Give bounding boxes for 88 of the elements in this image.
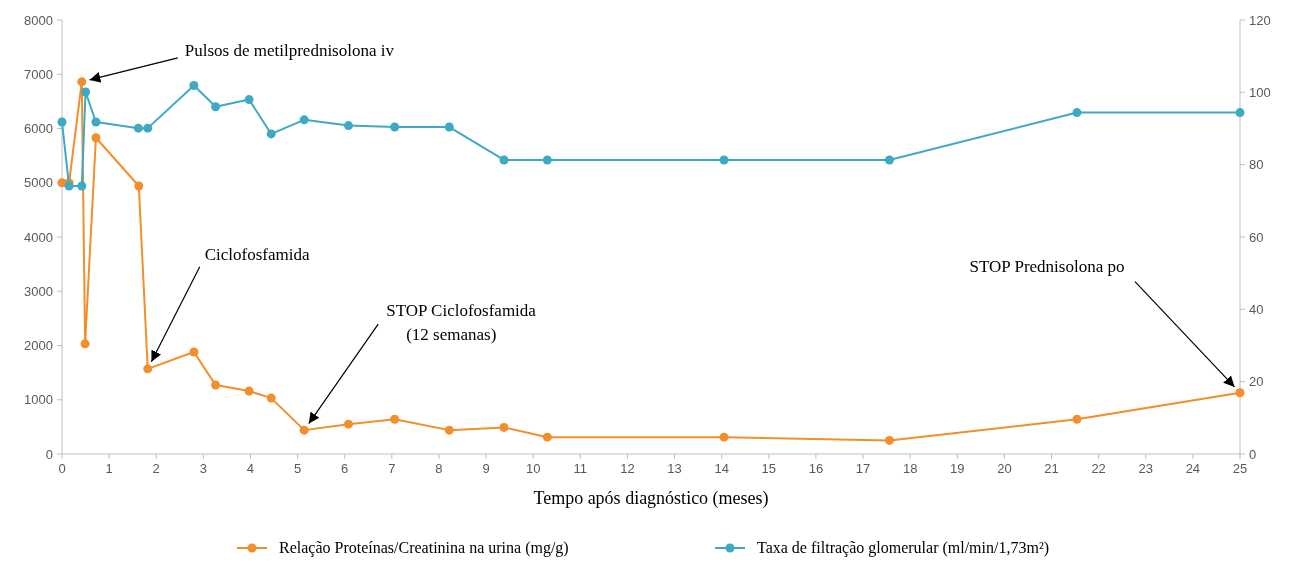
point	[244, 386, 254, 396]
y2-tick-label: 60	[1249, 229, 1264, 245]
point	[91, 117, 101, 127]
y-tick-label: 8000	[24, 12, 53, 28]
x-tick-label: 4	[246, 461, 255, 476]
point	[390, 414, 400, 424]
x-tick-label: 1	[105, 461, 113, 476]
x-tick-label: 3	[199, 461, 207, 476]
point	[244, 95, 254, 105]
point	[133, 123, 143, 133]
point	[1235, 108, 1245, 118]
x-tick-label: 8	[435, 461, 443, 476]
point	[299, 425, 309, 435]
x-tick-label: 18	[902, 461, 918, 476]
y2-tick-label: 120	[1249, 12, 1271, 28]
x-tick-label: 11	[573, 461, 588, 476]
point	[542, 432, 552, 442]
y-tick-label: 5000	[24, 175, 53, 191]
point	[134, 181, 144, 191]
x-tick-label: 24	[1185, 461, 1201, 476]
y-tick-label: 3000	[24, 283, 53, 299]
y-tick-label: 7000	[24, 66, 53, 82]
point	[299, 115, 309, 125]
point	[57, 117, 67, 127]
point	[1072, 414, 1082, 424]
point	[189, 80, 199, 90]
y-tick-label: 2000	[24, 338, 53, 353]
point	[499, 155, 509, 165]
point	[884, 155, 894, 165]
x-tick-label: 17	[855, 461, 871, 476]
point	[77, 181, 87, 191]
annotation: STOP Ciclofosfamida (12 semanas)	[386, 301, 537, 345]
x-tick-label: 22	[1091, 461, 1106, 476]
y2-tick-label: 80	[1249, 157, 1264, 173]
point	[719, 432, 729, 442]
point	[80, 339, 90, 349]
y2-tick-label: 20	[1249, 374, 1264, 390]
legend-label: Relação Proteínas/Creatinina na urina (mg/g)	[279, 539, 569, 557]
point	[542, 155, 552, 165]
annotation: STOP Prednisolona po	[969, 256, 1125, 276]
annotation: Pulsos de metilprednisolona iv	[184, 40, 395, 60]
point	[77, 77, 87, 87]
y2-tick-label: 0	[1249, 446, 1257, 462]
x-tick-label: 7	[388, 461, 396, 476]
point	[343, 419, 353, 429]
y-tick-label: 6000	[24, 121, 53, 136]
point	[343, 121, 353, 131]
point	[1235, 388, 1245, 398]
x-tick-label: 12	[620, 461, 635, 476]
point	[91, 133, 101, 143]
point	[719, 155, 729, 165]
point	[390, 122, 400, 132]
x-tick-label: 20	[997, 461, 1012, 476]
x-tick-label: 5	[293, 461, 302, 476]
x-tick-label: 2	[152, 461, 160, 476]
x-tick-label: 14	[714, 461, 729, 476]
point	[189, 347, 199, 357]
x-tick-label: 9	[482, 461, 490, 476]
x-tick-label: 16	[808, 461, 824, 476]
point	[266, 393, 276, 403]
point	[444, 425, 454, 435]
point	[211, 102, 221, 112]
annotation: Ciclofosfamida	[204, 244, 311, 264]
x-tick-label: 15	[761, 461, 777, 476]
x-tick-label: 25	[1232, 461, 1248, 476]
point	[499, 422, 509, 432]
point	[81, 87, 91, 97]
point	[143, 123, 153, 133]
x-tick-label: 23	[1138, 461, 1153, 476]
x-axis-title: Tempo após diagnóstico (meses)	[533, 488, 769, 509]
legend-label: Taxa de filtração glomerular (ml/min/1,73m²)	[757, 539, 1050, 557]
y-tick-label: 4000	[24, 229, 53, 245]
y2-tick-label: 100	[1249, 84, 1271, 100]
x-tick-label: 13	[667, 461, 682, 476]
y-tick-label: 1000	[24, 392, 53, 408]
y-tick-label: 0	[45, 446, 53, 462]
point	[143, 364, 153, 374]
point	[884, 435, 894, 445]
x-tick-label: 6	[341, 461, 349, 476]
x-tick-label: 19	[950, 461, 965, 476]
point	[444, 122, 454, 132]
y2-tick-label: 40	[1249, 301, 1264, 317]
point	[211, 380, 221, 390]
point	[266, 129, 276, 139]
point	[1072, 108, 1082, 118]
x-tick-label: 0	[58, 461, 66, 476]
x-tick-label: 21	[1044, 461, 1059, 476]
x-tick-label: 10	[525, 461, 541, 476]
